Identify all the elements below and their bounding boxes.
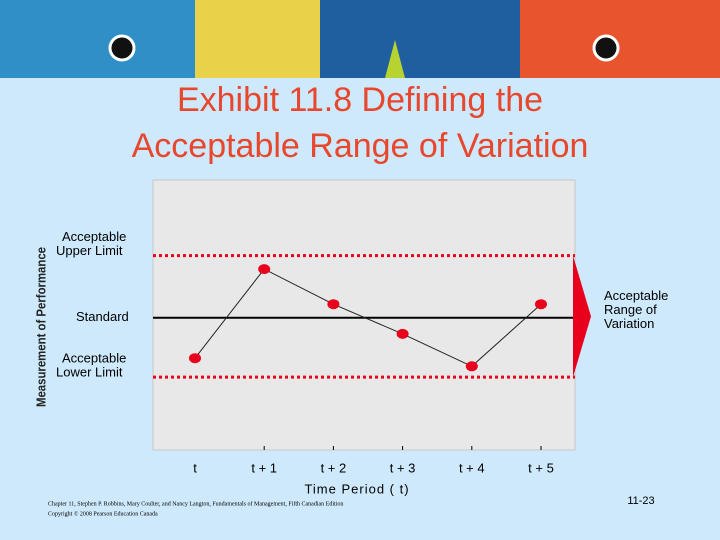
x-tick-label: t + 5 <box>528 460 554 475</box>
banner-panel <box>0 0 195 78</box>
data-point <box>396 328 409 339</box>
footer-citation: Chapter 11, Stephen P. Robbins, Mary Cou… <box>48 500 343 507</box>
x-tick-label: t + 2 <box>321 460 347 475</box>
x-tick-label: t + 4 <box>459 460 485 475</box>
banner-panel <box>520 0 720 78</box>
data-point <box>535 299 547 310</box>
acceptable-range <box>573 255 591 378</box>
reference-label: Acceptable <box>62 229 126 244</box>
reference-label: Standard <box>76 309 129 324</box>
x-axis-label: Time Period ( t) <box>304 481 409 496</box>
banner <box>0 0 720 78</box>
x-tick-label: t <box>193 460 197 475</box>
banner-panel <box>195 0 320 78</box>
footer-copyright: Copyright © 2008 Pearson Education Canad… <box>48 510 158 517</box>
data-point <box>327 299 340 310</box>
banner-panel <box>320 0 520 78</box>
reference-label: Acceptable <box>62 351 126 366</box>
reference-label: Upper Limit <box>56 243 123 258</box>
banner-icon <box>592 34 620 62</box>
data-point <box>465 361 478 372</box>
range-label: Range of <box>604 302 657 317</box>
x-tick-label: t + 3 <box>390 460 416 475</box>
data-line <box>194 268 542 367</box>
banner-icon <box>108 34 136 62</box>
range-label: Variation <box>604 316 654 331</box>
range-label: Acceptable <box>604 288 668 303</box>
y-axis-label: Measurement of Performance <box>33 247 48 407</box>
slide-title: Exhibit 11.8 Defining the <box>177 81 543 119</box>
slide-title: Acceptable Range of Variation <box>132 127 589 165</box>
data-point <box>189 353 201 364</box>
banner-icon <box>385 40 405 78</box>
plot-area <box>152 179 576 451</box>
data-point <box>258 264 271 275</box>
x-tick-label: t + 1 <box>251 460 277 475</box>
reference-label: Lower Limit <box>56 365 123 380</box>
page-number: 11-23 <box>627 495 654 507</box>
